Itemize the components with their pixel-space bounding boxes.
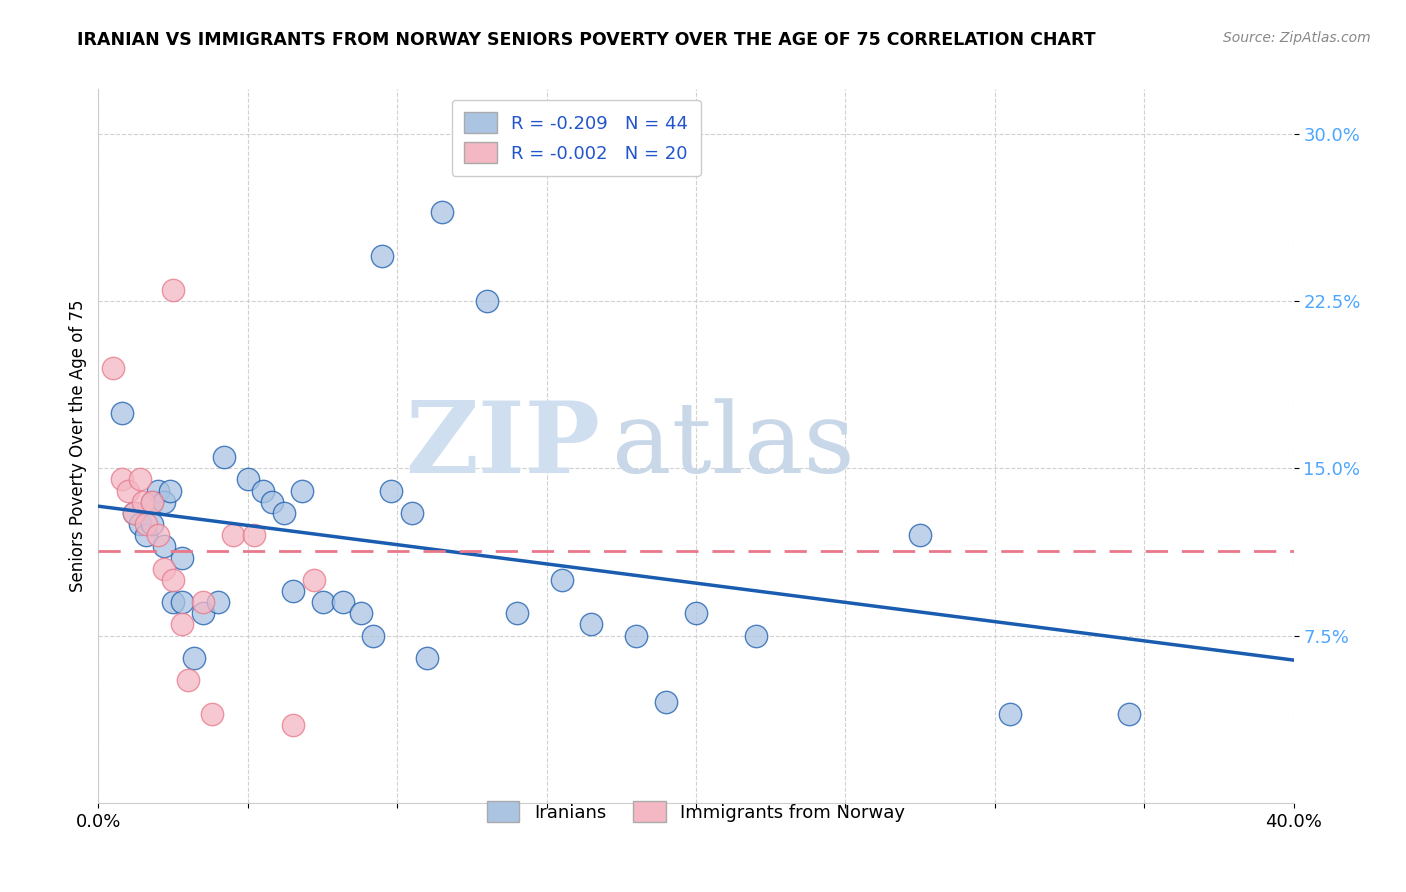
Point <box>302 573 325 587</box>
Y-axis label: Seniors Poverty Over the Age of 75: Seniors Poverty Over the Age of 75 <box>69 300 87 592</box>
Point <box>148 483 170 498</box>
Point <box>141 494 163 508</box>
Point <box>172 550 194 565</box>
Point <box>506 607 529 621</box>
Text: atlas: atlas <box>613 398 855 494</box>
Point <box>153 562 176 576</box>
Point <box>132 494 155 508</box>
Point <box>416 651 439 665</box>
Point <box>159 483 181 498</box>
Point <box>153 539 176 553</box>
Point <box>172 595 194 609</box>
Point <box>191 595 214 609</box>
Point <box>475 293 498 308</box>
Point <box>550 573 572 587</box>
Point <box>212 450 235 464</box>
Point <box>124 506 146 520</box>
Point <box>685 607 707 621</box>
Point <box>260 494 283 508</box>
Point <box>1118 706 1140 721</box>
Point <box>162 595 184 609</box>
Point <box>135 516 157 531</box>
Point <box>135 528 157 542</box>
Point <box>201 706 224 721</box>
Point <box>129 473 152 487</box>
Point <box>291 483 314 498</box>
Point <box>363 628 385 642</box>
Point <box>745 628 768 642</box>
Point <box>162 283 184 297</box>
Point <box>281 583 304 598</box>
Point <box>148 528 170 542</box>
Point <box>111 405 134 419</box>
Point <box>273 506 295 520</box>
Point <box>430 204 453 219</box>
Point <box>311 595 333 609</box>
Point <box>207 595 229 609</box>
Point <box>252 483 274 498</box>
Point <box>998 706 1021 721</box>
Point <box>626 628 648 642</box>
Point <box>117 483 139 498</box>
Point <box>236 473 259 487</box>
Point <box>177 673 200 687</box>
Point <box>191 607 214 621</box>
Point <box>124 506 146 520</box>
Point <box>103 360 125 375</box>
Point <box>183 651 205 665</box>
Point <box>111 473 134 487</box>
Point <box>141 494 163 508</box>
Point <box>281 717 304 731</box>
Text: IRANIAN VS IMMIGRANTS FROM NORWAY SENIORS POVERTY OVER THE AGE OF 75 CORRELATION: IRANIAN VS IMMIGRANTS FROM NORWAY SENIOR… <box>77 31 1095 49</box>
Point <box>129 516 152 531</box>
Point <box>371 249 394 264</box>
Point <box>581 617 603 632</box>
Point <box>222 528 245 542</box>
Point <box>162 573 184 587</box>
Point <box>655 696 678 710</box>
Point <box>908 528 931 542</box>
Text: ZIP: ZIP <box>405 398 600 494</box>
Point <box>380 483 402 498</box>
Point <box>401 506 423 520</box>
Point <box>243 528 266 542</box>
Point <box>461 137 484 152</box>
Point <box>153 494 176 508</box>
Point <box>332 595 354 609</box>
Legend: Iranians, Immigrants from Norway: Iranians, Immigrants from Norway <box>477 790 915 833</box>
Point <box>350 607 373 621</box>
Point <box>172 617 194 632</box>
Text: Source: ZipAtlas.com: Source: ZipAtlas.com <box>1223 31 1371 45</box>
Point <box>141 516 163 531</box>
